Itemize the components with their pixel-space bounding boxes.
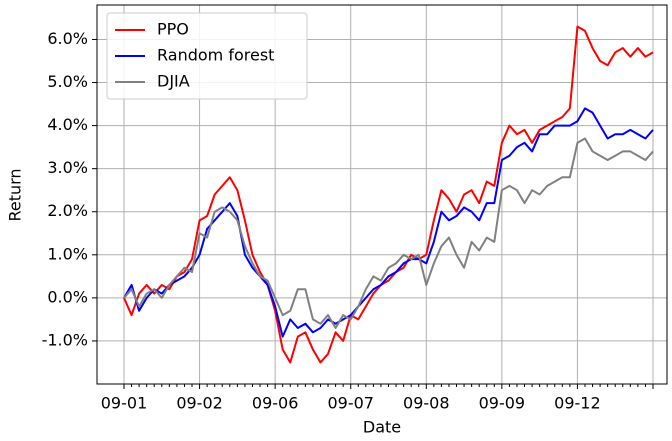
series-line — [123, 25, 654, 364]
y-tick-label: 0.0% — [47, 287, 88, 306]
y-tick-label: -1.0% — [42, 330, 88, 349]
y-tick-label: 5.0% — [47, 72, 88, 91]
y-tick-label: 3.0% — [47, 158, 88, 177]
y-tick-label: 1.0% — [47, 244, 88, 263]
series-line — [123, 137, 654, 330]
plot-frame — [96, 4, 668, 385]
x-tick-label: 09-06 — [252, 394, 299, 413]
x-tick-label: 09-01 — [101, 394, 148, 413]
y-tick-label: 6.0% — [47, 29, 88, 48]
x-tick-label: 09-12 — [554, 394, 601, 413]
legend-box — [106, 12, 308, 100]
legend-label: Random forest — [157, 46, 274, 65]
series-line — [123, 107, 654, 338]
x-tick-label: 09-08 — [403, 394, 450, 413]
x-axis-label: Date — [363, 418, 401, 437]
legend-label: DJIA — [157, 72, 190, 91]
y-tick-label: 2.0% — [47, 201, 88, 220]
legend: PPO Random forest DJIA — [106, 12, 308, 100]
x-tick-label: 09-09 — [479, 394, 526, 413]
y-axis-label: Return — [6, 168, 25, 221]
y-tick-label: 4.0% — [47, 115, 88, 134]
x-tick-label: 09-02 — [176, 394, 223, 413]
x-tick-label: 09-07 — [327, 394, 374, 413]
legend-label: PPO — [157, 20, 189, 39]
